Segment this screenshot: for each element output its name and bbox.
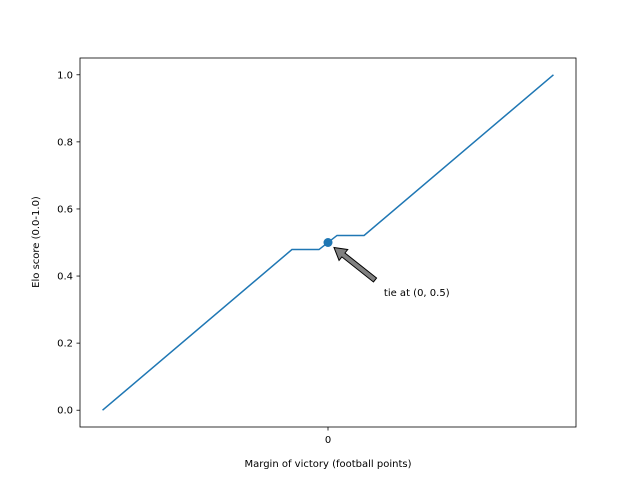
y-axis-label: Elo score (0.0-1.0): [31, 196, 42, 288]
annotation-arrow: [333, 246, 378, 283]
y-tick-label: 0.6: [57, 204, 73, 215]
x-axis-label: Margin of victory (football points): [245, 459, 412, 470]
tie-point: [323, 238, 333, 247]
annotation-text: tie at (0, 0.5): [384, 288, 450, 299]
x-tick-label: 0: [325, 435, 331, 446]
y-tick-label: 0.0: [57, 406, 73, 417]
y-tick-label: 0.4: [57, 272, 73, 283]
y-tick-label: 0.8: [57, 137, 73, 148]
y-tick-label: 0.2: [57, 339, 73, 350]
y-tick-label: 1.0: [57, 70, 73, 81]
